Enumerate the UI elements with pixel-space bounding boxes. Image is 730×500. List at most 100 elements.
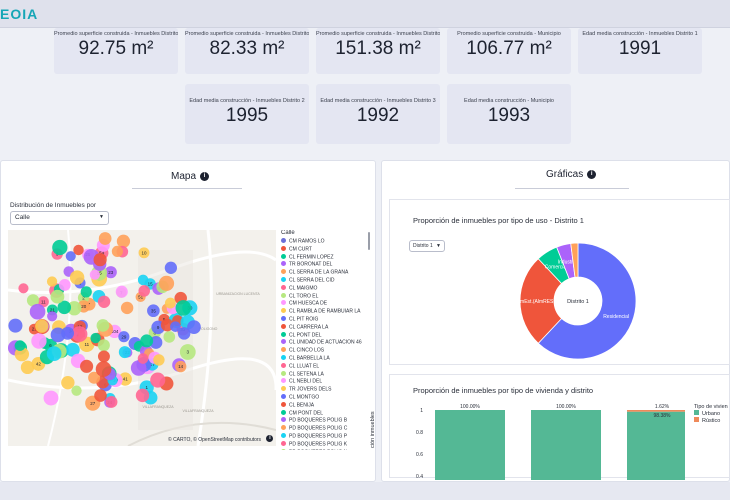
map-bubble[interactable] — [90, 332, 101, 344]
map-bubble[interactable] — [14, 340, 26, 351]
bar-segment-urbano[interactable] — [627, 411, 685, 480]
map-bubble[interactable]: 3 — [179, 344, 196, 360]
legend-item[interactable]: CL RAMBLA DE RAMBUIAR LA — [281, 308, 369, 316]
map-bubble[interactable] — [47, 311, 58, 322]
map-bubble[interactable] — [105, 396, 118, 408]
map-bubble[interactable]: 14 — [174, 360, 187, 373]
map-bubble[interactable]: 10 — [138, 247, 150, 259]
legend-item[interactable]: TR JOVERS DELS — [281, 386, 369, 394]
map-bubble[interactable] — [137, 274, 149, 286]
legend-item[interactable]: PD BOQUERES POLIG C — [281, 425, 369, 433]
map-bubble[interactable] — [98, 232, 112, 245]
legend-item[interactable]: PD BOQUERES POLIG P — [281, 432, 369, 441]
map-bubble[interactable] — [130, 360, 147, 376]
legend-item[interactable]: CL MONTGO — [281, 393, 369, 402]
map-bubble[interactable]: 29 — [118, 331, 130, 343]
legend-item[interactable]: CL SETENA LA — [281, 370, 369, 379]
map-bubble[interactable] — [153, 354, 165, 366]
legend-item[interactable]: CM RAMOS LO — [281, 238, 369, 246]
map-bubble[interactable] — [140, 334, 154, 348]
attribution-info-icon[interactable]: i — [266, 435, 274, 442]
map-bubble[interactable] — [26, 294, 40, 307]
legend-item[interactable]: CL CARRERA LA — [281, 323, 369, 332]
legend-item[interactable]: CM HUESCA DE — [281, 300, 369, 308]
legend-item[interactable]: PD BOQUERES POLIG N — [281, 448, 369, 450]
legend-scrollbar[interactable] — [368, 232, 370, 250]
legend-item[interactable]: PD BOQUERES POLIG K — [281, 440, 369, 449]
map-bubble[interactable] — [164, 297, 176, 309]
map-bubble[interactable] — [88, 371, 101, 384]
map-bubble[interactable]: 23 — [104, 266, 117, 279]
graficas-info-icon[interactable]: i — [587, 170, 597, 179]
map-bubble[interactable] — [97, 350, 110, 363]
map-bubble[interactable] — [69, 270, 85, 285]
map-bubble[interactable] — [95, 361, 112, 377]
map-bubble[interactable] — [137, 353, 149, 364]
map-bubble[interactable] — [97, 295, 111, 308]
map-bubble[interactable] — [175, 300, 192, 316]
legend-item[interactable]: CL CINCO LOS — [281, 347, 369, 355]
map-bubble[interactable] — [35, 319, 49, 333]
map-bubble[interactable] — [20, 360, 35, 375]
legend-item[interactable]: CL LLUAT EL — [281, 362, 369, 371]
legend-item[interactable]: CM CURT — [281, 245, 369, 254]
map-bubble[interactable] — [187, 320, 201, 334]
map-bubble[interactable] — [150, 372, 166, 388]
map-bubble[interactable] — [111, 245, 123, 258]
map-bubble[interactable] — [158, 275, 175, 291]
map-bubble[interactable] — [177, 327, 191, 340]
district-dropdown[interactable]: Distrito 1 ▼ — [409, 240, 445, 252]
map-bubble[interactable] — [138, 285, 150, 297]
map-bubble[interactable] — [43, 390, 59, 406]
map-bubble[interactable] — [31, 333, 47, 349]
map-bubble[interactable] — [89, 269, 100, 280]
legend-item[interactable]: CL PIT ROIG — [281, 315, 369, 324]
map-bubble[interactable] — [52, 239, 68, 256]
filter-select[interactable]: Calle ▼ — [10, 211, 109, 225]
map-bubble[interactable]: 11 — [37, 296, 49, 308]
map-bubble[interactable] — [94, 389, 107, 402]
bars-legend-item[interactable]: Rústico — [694, 417, 728, 424]
map-bubble[interactable] — [71, 326, 88, 342]
bar-segment-urbano[interactable] — [435, 410, 505, 480]
legend-item[interactable]: CL UNIDAD DE ACTUACION 46 — [281, 339, 369, 347]
legend-item[interactable]: CL SERRA DEL CID — [281, 276, 369, 285]
map-bubble[interactable] — [67, 301, 82, 316]
info-icon[interactable]: i — [200, 172, 210, 181]
map-bubble[interactable] — [46, 346, 62, 361]
map-bubble[interactable] — [135, 388, 150, 403]
legend-item[interactable]: CL PONT DEL — [281, 331, 369, 340]
map-bubble[interactable] — [80, 359, 94, 373]
map-bubble[interactable] — [57, 300, 72, 315]
map-bubble[interactable] — [18, 283, 29, 294]
legend-item[interactable]: CL MAIGMO — [281, 284, 369, 293]
bar-segment-rustico[interactable] — [627, 410, 685, 412]
map-bubble[interactable] — [116, 234, 131, 248]
map-bubble[interactable] — [163, 331, 176, 343]
map-bubble[interactable] — [58, 279, 71, 291]
map-bubble[interactable] — [8, 318, 23, 333]
legend-item[interactable]: TR BORONAT DEL — [281, 261, 369, 269]
legend-item[interactable]: CL BENIJA — [281, 401, 369, 410]
legend-item[interactable]: CM PONT DEL — [281, 409, 369, 418]
map-bubble[interactable] — [115, 285, 128, 298]
map-bubble[interactable] — [96, 319, 110, 332]
map-bubble[interactable] — [118, 346, 131, 359]
legend-item[interactable]: CL FERMIN LOPEZ — [281, 253, 369, 262]
legend-item[interactable]: CL SERRA DE LA GRANA — [281, 269, 369, 277]
legend-item[interactable]: PD BOQUERES POLIG B — [281, 417, 369, 425]
map-bubble[interactable] — [65, 251, 76, 262]
legend-item[interactable]: CL BARBELLA LA — [281, 354, 369, 363]
map-bubble[interactable] — [46, 276, 58, 287]
map-bubble[interactable] — [164, 261, 178, 274]
map-bubble[interactable] — [50, 327, 66, 343]
donut-slice[interactable] — [570, 242, 579, 278]
bar-segment-urbano[interactable] — [531, 410, 601, 480]
map-bubble[interactable] — [65, 342, 80, 357]
map-bubble[interactable] — [80, 286, 92, 298]
map-view[interactable]: URBANIZACION LUCENTA POLIGONO VILLAFRANQUE… — [8, 230, 276, 446]
donut-slice[interactable] — [519, 258, 563, 344]
map-bubble[interactable] — [61, 375, 75, 390]
map-bubble[interactable]: 35 — [147, 304, 160, 318]
map-bubble[interactable] — [93, 253, 107, 267]
